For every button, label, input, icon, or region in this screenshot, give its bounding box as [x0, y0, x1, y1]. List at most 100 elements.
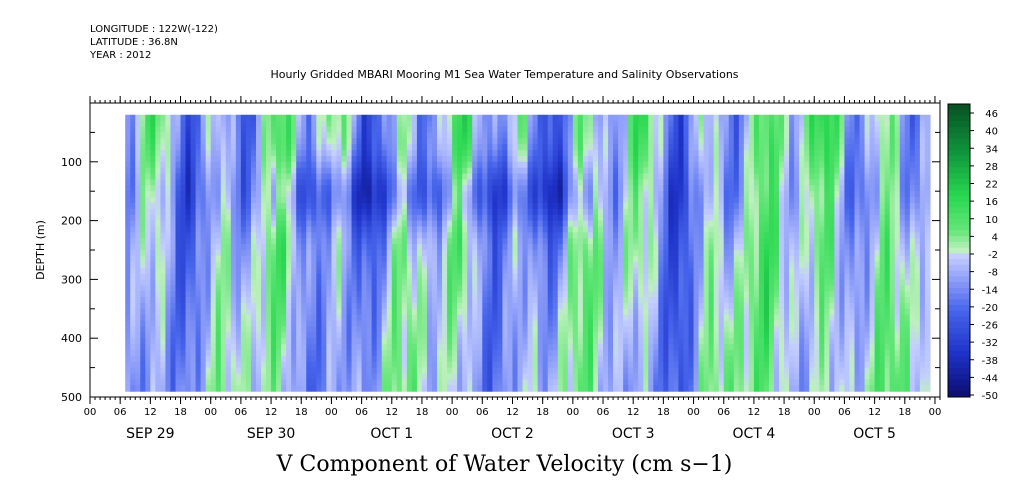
- heatmap-cell: [452, 244, 458, 251]
- heatmap-cell: [331, 279, 338, 286]
- heatmap-cell: [351, 261, 358, 269]
- heatmap-cell: [437, 379, 443, 386]
- heatmap-cell: [587, 297, 594, 304]
- heatmap-cell: [613, 208, 619, 216]
- heatmap-cell: [507, 126, 514, 133]
- heatmap-cell: [220, 161, 227, 169]
- heatmap-cell: [371, 185, 378, 192]
- heatmap-cell: [311, 326, 317, 333]
- heatmap-cell: [301, 202, 307, 210]
- heatmap-cell: [497, 238, 504, 245]
- heatmap-cell: [623, 126, 629, 133]
- heatmap-cell: [552, 173, 559, 181]
- heatmap-cell: [281, 285, 287, 292]
- heatmap-cell: [215, 349, 222, 357]
- heatmap-cell: [150, 167, 156, 175]
- heatmap-cell: [608, 208, 614, 216]
- heatmap-cell: [643, 373, 649, 380]
- heatmap-cell: [245, 373, 252, 380]
- heatmap-cell: [376, 326, 383, 333]
- heatmap-cell: [276, 250, 282, 257]
- heatmap-cell: [432, 355, 438, 363]
- heatmap-cell: [507, 155, 514, 163]
- heatmap-cell: [150, 150, 156, 157]
- heatmap-cell: [135, 232, 141, 239]
- heatmap-cell: [361, 308, 368, 316]
- heatmap-cell: [628, 349, 634, 357]
- heatmap-cell: [311, 308, 317, 316]
- heatmap-cell: [592, 191, 599, 198]
- heatmap-cell: [487, 326, 493, 333]
- heatmap-cell: [416, 326, 423, 333]
- heatmap-cell: [185, 267, 192, 275]
- heatmap-cell: [321, 273, 327, 280]
- heatmap-cell: [447, 385, 453, 392]
- heatmap-cell: [517, 326, 524, 333]
- heatmap-cell: [608, 314, 614, 322]
- heatmap-cell: [623, 120, 629, 128]
- heatmap-cell: [426, 308, 433, 316]
- heatmap-cell: [502, 126, 509, 133]
- heatmap-cell: [271, 238, 277, 245]
- heatmap-cell: [628, 232, 634, 239]
- heatmap-cell: [321, 361, 327, 369]
- heatmap-cell: [587, 332, 594, 339]
- heatmap-cell: [643, 273, 649, 280]
- heatmap-cell: [442, 250, 448, 257]
- heatmap-cell: [452, 114, 458, 122]
- heatmap-cell: [411, 308, 418, 316]
- heatmap-cell: [592, 326, 599, 333]
- heatmap-cell: [582, 267, 589, 275]
- heatmap-cell: [472, 208, 478, 216]
- heatmap-cell: [582, 238, 589, 245]
- heatmap-cell: [552, 255, 559, 263]
- heatmap-cell: [507, 344, 514, 351]
- heatmap-cell: [165, 150, 172, 157]
- heatmap-cell: [180, 185, 187, 192]
- heatmap-cell: [255, 244, 262, 251]
- heatmap-cell: [180, 361, 187, 369]
- heatmap-cell: [537, 279, 544, 286]
- heatmap-cell: [386, 279, 393, 286]
- heatmap-cell: [356, 173, 363, 181]
- heatmap-cell: [648, 167, 654, 175]
- heatmap-cell: [603, 132, 609, 139]
- heatmap-cell: [386, 338, 393, 345]
- heatmap-cell: [291, 120, 297, 128]
- heatmap-cell: [341, 197, 348, 204]
- heatmap-cell: [416, 349, 423, 357]
- heatmap-cell: [522, 167, 529, 175]
- heatmap-cell: [552, 344, 559, 351]
- heatmap-cell: [547, 150, 554, 157]
- heatmap-cell: [170, 214, 177, 222]
- heatmap-cell: [316, 385, 322, 392]
- heatmap-cell: [608, 214, 614, 222]
- heatmap-cell: [537, 291, 544, 298]
- heatmap-cell: [437, 355, 443, 363]
- heatmap-cell: [517, 267, 524, 275]
- heatmap-cell: [487, 285, 493, 292]
- heatmap-cell: [135, 279, 141, 286]
- heatmap-cell: [542, 132, 549, 139]
- heatmap-cell: [396, 232, 403, 239]
- heatmap-cell: [457, 379, 463, 386]
- heatmap-cell: [336, 238, 343, 245]
- heatmap-cell: [643, 202, 649, 210]
- heatmap-cell: [442, 302, 448, 310]
- heatmap-cell: [512, 349, 519, 357]
- heatmap-cell: [145, 302, 151, 310]
- heatmap-cell: [477, 332, 483, 339]
- heatmap-cell: [432, 202, 438, 210]
- heatmap-cell: [235, 379, 242, 386]
- heatmap-cell: [633, 279, 639, 286]
- heatmap-cell: [145, 279, 151, 286]
- heatmap-cell: [492, 150, 498, 157]
- heatmap-cell: [215, 385, 222, 392]
- heatmap-cell: [165, 185, 172, 192]
- heatmap-cell: [225, 138, 232, 145]
- heatmap-cell: [623, 338, 629, 345]
- heatmap-cell: [547, 314, 554, 322]
- heatmap-cell: [145, 232, 151, 239]
- heatmap-cell: [653, 355, 659, 363]
- heatmap-cell: [542, 361, 549, 369]
